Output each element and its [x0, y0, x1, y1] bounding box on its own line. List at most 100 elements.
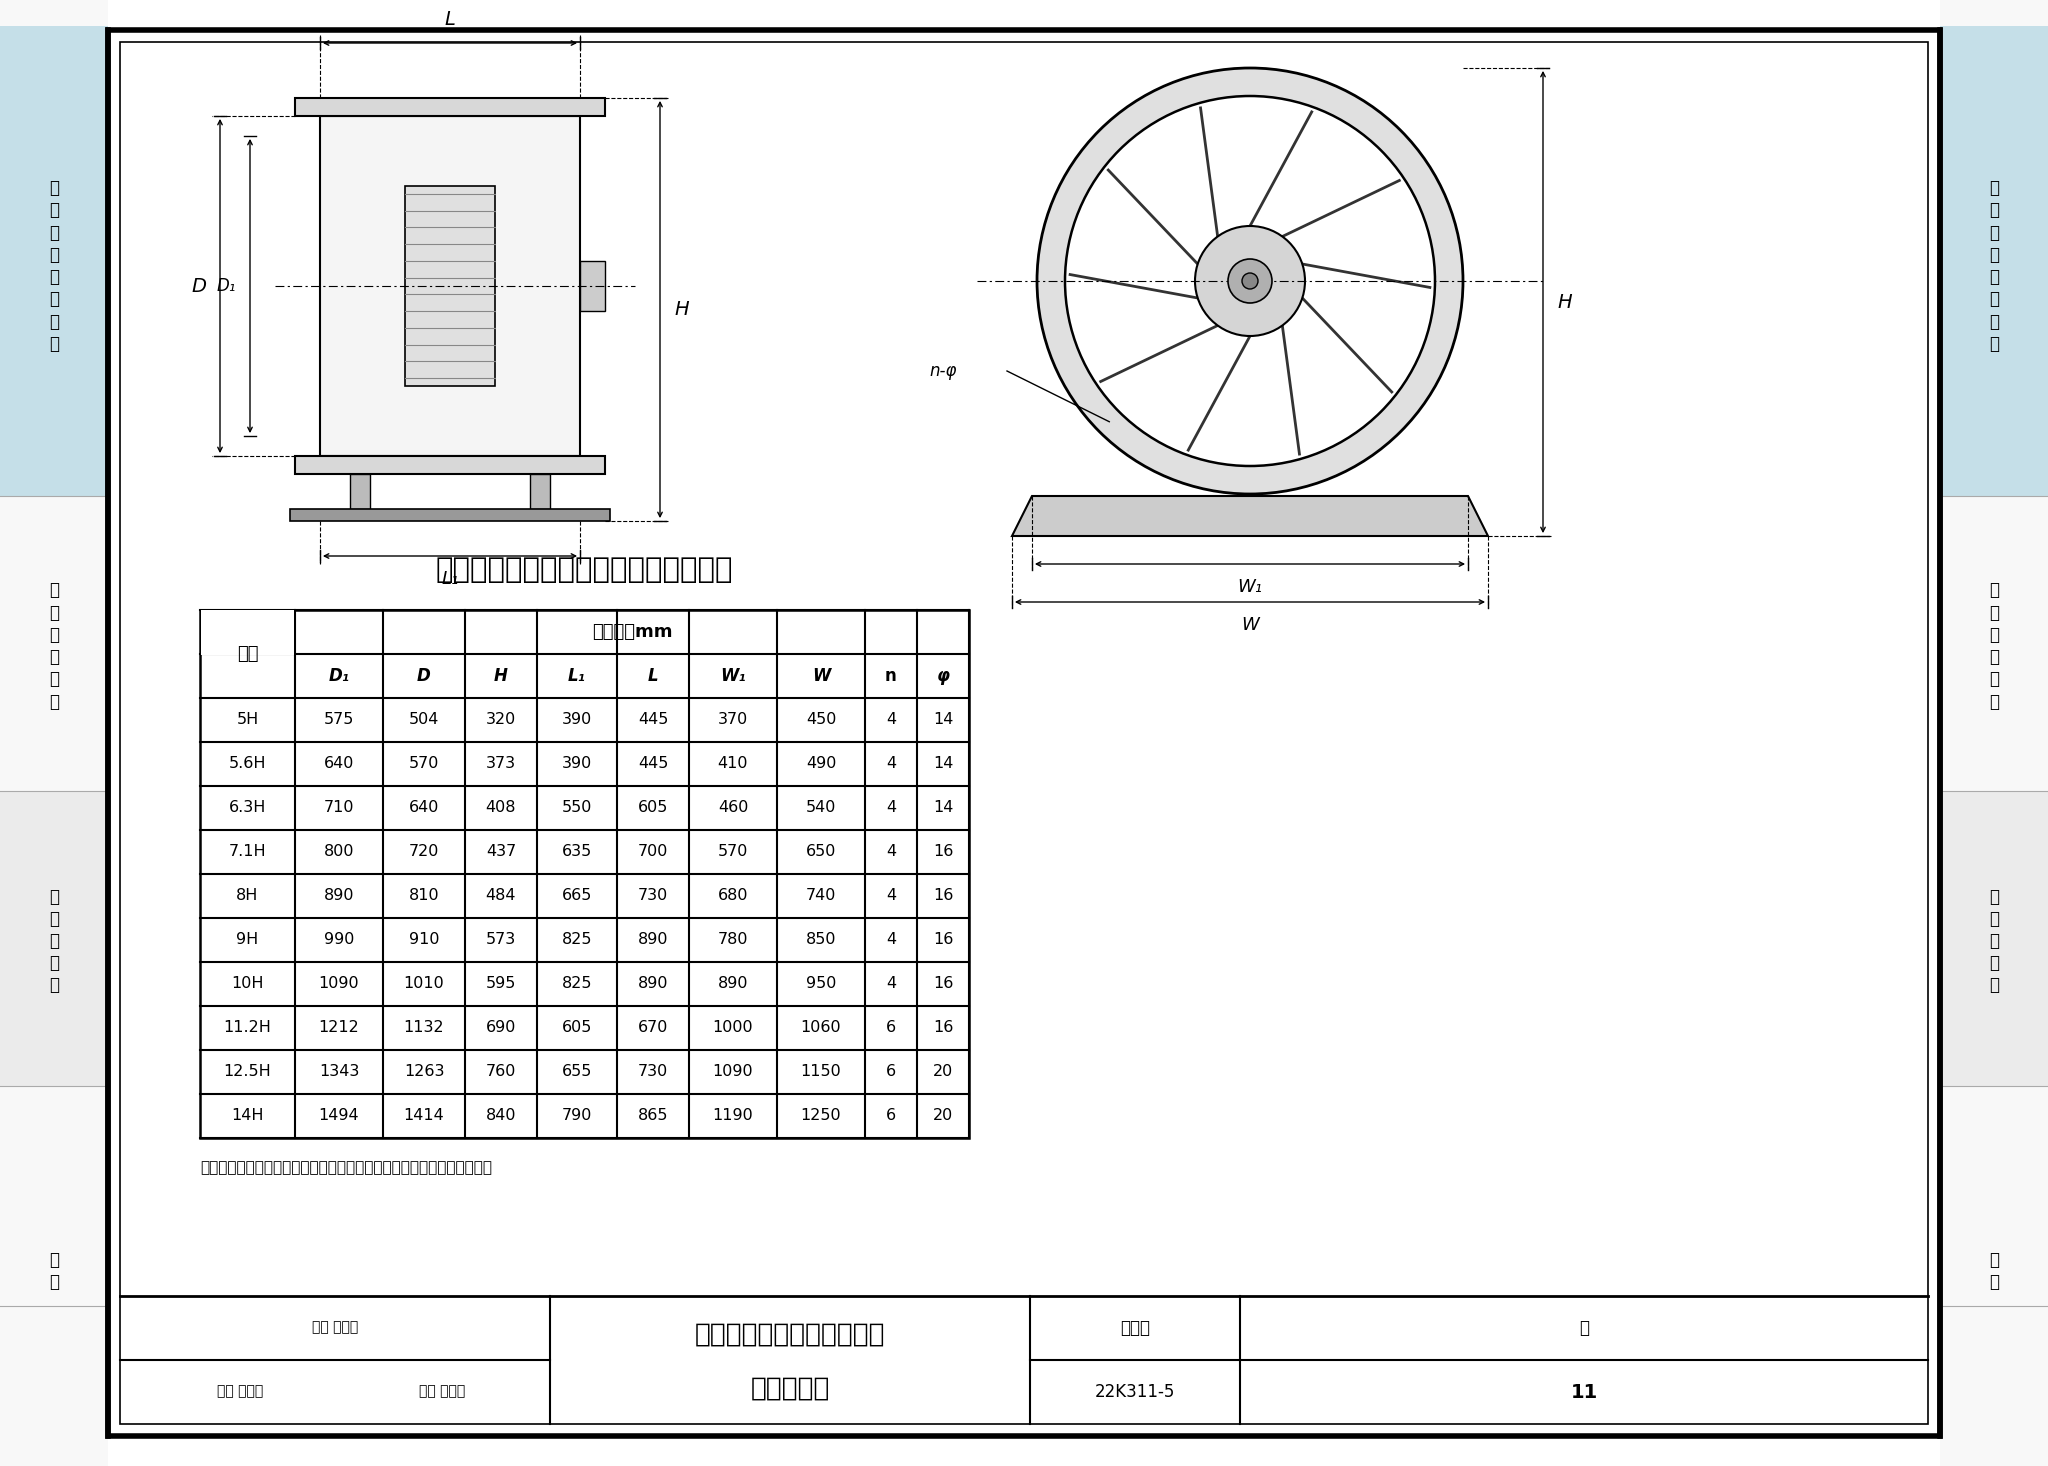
- Text: L: L: [444, 10, 455, 29]
- Circle shape: [1065, 95, 1436, 466]
- Text: 1414: 1414: [403, 1108, 444, 1123]
- Text: 1090: 1090: [713, 1064, 754, 1079]
- Bar: [406, 186, 496, 386]
- Bar: [350, 474, 371, 509]
- Text: 4: 4: [887, 932, 897, 947]
- Text: 4: 4: [887, 712, 897, 727]
- Text: 460: 460: [717, 800, 748, 815]
- Text: 720: 720: [410, 844, 438, 859]
- Bar: [121, 43, 1927, 1423]
- Text: 16: 16: [932, 844, 952, 859]
- Text: 9H: 9H: [236, 932, 258, 947]
- Text: 320: 320: [485, 712, 516, 727]
- Text: 防
排
烟
风
管: 防 排 烟 风 管: [1989, 887, 1999, 994]
- Bar: [295, 98, 604, 116]
- Text: H: H: [1556, 293, 1571, 311]
- Text: 1343: 1343: [319, 1064, 358, 1079]
- Text: 540: 540: [805, 800, 836, 815]
- Text: 570: 570: [717, 844, 748, 859]
- Text: 690: 690: [485, 1020, 516, 1035]
- Text: 6: 6: [887, 1108, 897, 1123]
- Text: 650: 650: [805, 844, 836, 859]
- Text: 设计 张欣然: 设计 张欣然: [420, 1384, 465, 1397]
- Text: 1132: 1132: [403, 1020, 444, 1035]
- Text: 11.2H: 11.2H: [223, 1020, 272, 1035]
- Text: 990: 990: [324, 932, 354, 947]
- Bar: [1939, 792, 2048, 1086]
- Text: L₁: L₁: [442, 570, 459, 588]
- Text: 810: 810: [410, 888, 440, 903]
- Text: 710: 710: [324, 800, 354, 815]
- Text: 890: 890: [324, 888, 354, 903]
- Text: 机号: 机号: [238, 645, 258, 663]
- Text: 4: 4: [887, 844, 897, 859]
- Text: 670: 670: [637, 1020, 668, 1035]
- Polygon shape: [1012, 496, 1489, 537]
- Text: 5.6H: 5.6H: [229, 756, 266, 771]
- Text: L: L: [647, 667, 657, 685]
- Text: 外形尺寸表: 外形尺寸表: [750, 1375, 829, 1401]
- Text: 635: 635: [561, 844, 592, 859]
- Text: 11: 11: [1571, 1382, 1597, 1401]
- Text: 760: 760: [485, 1064, 516, 1079]
- Text: 1494: 1494: [319, 1108, 358, 1123]
- Text: W: W: [811, 667, 829, 685]
- Text: 450: 450: [805, 712, 836, 727]
- Text: H: H: [674, 301, 688, 320]
- Text: 605: 605: [561, 1020, 592, 1035]
- Text: 700: 700: [637, 844, 668, 859]
- Text: 4: 4: [887, 888, 897, 903]
- Text: 865: 865: [637, 1108, 668, 1123]
- Text: 1060: 1060: [801, 1020, 842, 1035]
- Text: W₁: W₁: [1237, 578, 1262, 597]
- Text: 4: 4: [887, 976, 897, 991]
- Text: 6: 6: [887, 1020, 897, 1035]
- Text: 445: 445: [637, 756, 668, 771]
- Text: 390: 390: [561, 712, 592, 727]
- Text: 20: 20: [934, 1108, 952, 1123]
- Text: 665: 665: [561, 888, 592, 903]
- Text: 390: 390: [561, 756, 592, 771]
- Text: 6.3H: 6.3H: [229, 800, 266, 815]
- Text: 1263: 1263: [403, 1064, 444, 1079]
- Text: 注：本表是根据特定产品编制的，选用时应根据产品外形尺寸进行复核。: 注：本表是根据特定产品编制的，选用时应根据产品外形尺寸进行复核。: [201, 1160, 492, 1176]
- Text: 14: 14: [932, 800, 952, 815]
- Text: 20: 20: [934, 1064, 952, 1079]
- Text: D: D: [190, 277, 207, 296]
- Text: 570: 570: [410, 756, 438, 771]
- Text: 790: 790: [561, 1108, 592, 1123]
- Text: 640: 640: [410, 800, 438, 815]
- Text: 防
火
阀
门
安
装: 防 火 阀 门 安 装: [1989, 582, 1999, 711]
- Text: 16: 16: [932, 1020, 952, 1035]
- Text: 附
录: 附 录: [1989, 1250, 1999, 1292]
- Bar: [0, 0, 109, 1466]
- Bar: [0, 792, 109, 1086]
- Text: 373: 373: [485, 756, 516, 771]
- Text: 22K311-5: 22K311-5: [1096, 1382, 1176, 1401]
- Text: 550: 550: [561, 800, 592, 815]
- Text: 4: 4: [887, 756, 897, 771]
- Bar: [291, 509, 610, 520]
- Text: 1190: 1190: [713, 1108, 754, 1123]
- Text: 490: 490: [805, 756, 836, 771]
- Text: 防
排
烟
风
管: 防 排 烟 风 管: [49, 887, 59, 994]
- Text: 审核 樊建勋: 审核 樊建勋: [311, 1319, 358, 1334]
- Bar: [319, 116, 580, 456]
- Bar: [1939, 26, 2048, 496]
- Text: 890: 890: [637, 932, 668, 947]
- Circle shape: [1194, 226, 1305, 336]
- Text: 14: 14: [932, 756, 952, 771]
- Text: 575: 575: [324, 712, 354, 727]
- Circle shape: [1241, 273, 1257, 289]
- Text: 16: 16: [932, 888, 952, 903]
- Text: 管道式排烟风机（混流式）: 管道式排烟风机（混流式）: [694, 1321, 885, 1347]
- Text: 730: 730: [637, 888, 668, 903]
- Text: 840: 840: [485, 1108, 516, 1123]
- Bar: [580, 261, 604, 311]
- Text: 950: 950: [805, 976, 836, 991]
- Text: 1150: 1150: [801, 1064, 842, 1079]
- Text: n: n: [885, 667, 897, 685]
- Text: 1010: 1010: [403, 976, 444, 991]
- Text: 页: 页: [1579, 1319, 1589, 1337]
- Text: 1250: 1250: [801, 1108, 842, 1123]
